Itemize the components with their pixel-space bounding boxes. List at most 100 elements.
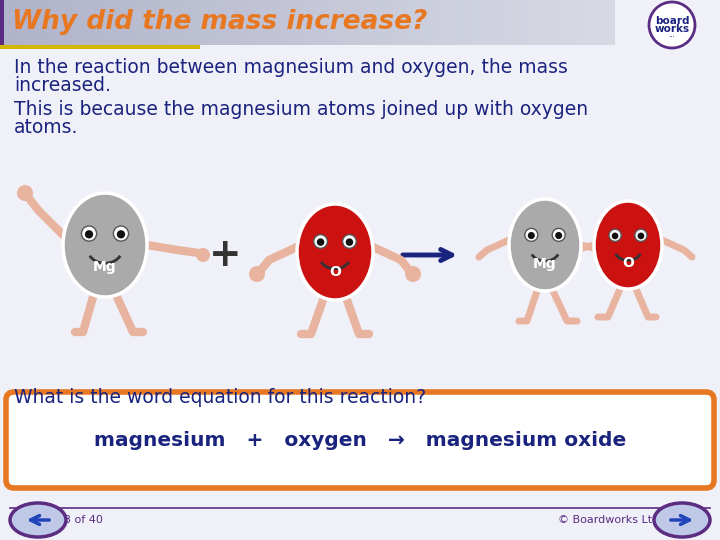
Bar: [153, 0, 157, 45]
Bar: [305, 0, 308, 45]
Bar: [223, 0, 227, 45]
Bar: [708, 0, 711, 45]
Ellipse shape: [10, 503, 66, 537]
Bar: [34, 0, 37, 45]
Bar: [297, 0, 301, 45]
Circle shape: [17, 185, 33, 201]
Bar: [382, 0, 385, 45]
Bar: [84, 0, 87, 45]
FancyBboxPatch shape: [6, 392, 714, 488]
Bar: [135, 0, 138, 45]
Bar: [331, 0, 335, 45]
Bar: [675, 0, 678, 45]
Bar: [430, 0, 433, 45]
Bar: [369, 0, 373, 45]
Bar: [405, 0, 409, 45]
Bar: [81, 0, 85, 45]
Circle shape: [555, 232, 562, 239]
Bar: [180, 0, 184, 45]
Bar: [346, 0, 349, 45]
Bar: [583, 0, 587, 45]
Bar: [53, 0, 56, 45]
Bar: [492, 0, 495, 45]
Text: works: works: [654, 24, 690, 34]
Bar: [238, 0, 241, 45]
Text: What is the word equation for this reaction?: What is the word equation for this react…: [14, 388, 426, 407]
Bar: [216, 0, 220, 45]
Bar: [247, 0, 251, 45]
Bar: [643, 0, 647, 45]
Bar: [684, 0, 688, 45]
Bar: [463, 0, 467, 45]
Bar: [0, 45, 200, 49]
Bar: [655, 0, 659, 45]
Bar: [214, 0, 217, 45]
Bar: [538, 0, 541, 45]
Bar: [163, 0, 166, 45]
Bar: [487, 0, 490, 45]
Bar: [473, 0, 476, 45]
Bar: [677, 0, 680, 45]
Bar: [117, 0, 121, 45]
Bar: [333, 0, 337, 45]
Bar: [631, 0, 634, 45]
Bar: [636, 0, 639, 45]
Bar: [480, 0, 483, 45]
Bar: [12, 0, 15, 45]
Text: O: O: [622, 256, 634, 271]
Bar: [144, 0, 148, 45]
Bar: [552, 0, 555, 45]
Bar: [288, 0, 292, 45]
Bar: [513, 0, 517, 45]
Bar: [468, 0, 472, 45]
Bar: [598, 0, 601, 45]
Bar: [696, 0, 699, 45]
Bar: [261, 0, 265, 45]
Bar: [629, 0, 632, 45]
Bar: [38, 0, 42, 45]
Bar: [329, 0, 332, 45]
Bar: [403, 0, 407, 45]
Bar: [101, 0, 104, 45]
Bar: [667, 0, 670, 45]
Bar: [451, 0, 454, 45]
Bar: [189, 0, 193, 45]
Bar: [108, 0, 112, 45]
Bar: [199, 0, 202, 45]
Bar: [439, 0, 443, 45]
Bar: [115, 0, 119, 45]
Bar: [137, 0, 140, 45]
Bar: [691, 0, 695, 45]
Circle shape: [85, 230, 93, 239]
Bar: [283, 0, 287, 45]
Bar: [269, 0, 272, 45]
Bar: [593, 0, 596, 45]
Bar: [194, 0, 198, 45]
Bar: [401, 0, 404, 45]
Bar: [564, 0, 567, 45]
Bar: [233, 0, 236, 45]
Bar: [686, 0, 690, 45]
Bar: [408, 0, 411, 45]
Bar: [178, 0, 181, 45]
Bar: [485, 0, 488, 45]
Bar: [482, 0, 486, 45]
Text: This is because the magnesium atoms joined up with oxygen: This is because the magnesium atoms join…: [14, 100, 588, 119]
Bar: [22, 0, 25, 45]
Bar: [646, 0, 649, 45]
Bar: [161, 0, 164, 45]
Bar: [221, 0, 224, 45]
Bar: [459, 0, 462, 45]
Circle shape: [113, 226, 129, 241]
Bar: [665, 0, 668, 45]
Bar: [446, 0, 450, 45]
Circle shape: [612, 233, 618, 239]
Bar: [391, 0, 395, 45]
Bar: [499, 0, 503, 45]
Bar: [110, 0, 114, 45]
Bar: [470, 0, 474, 45]
Bar: [624, 0, 627, 45]
Bar: [86, 0, 90, 45]
Bar: [626, 0, 630, 45]
Bar: [36, 0, 40, 45]
